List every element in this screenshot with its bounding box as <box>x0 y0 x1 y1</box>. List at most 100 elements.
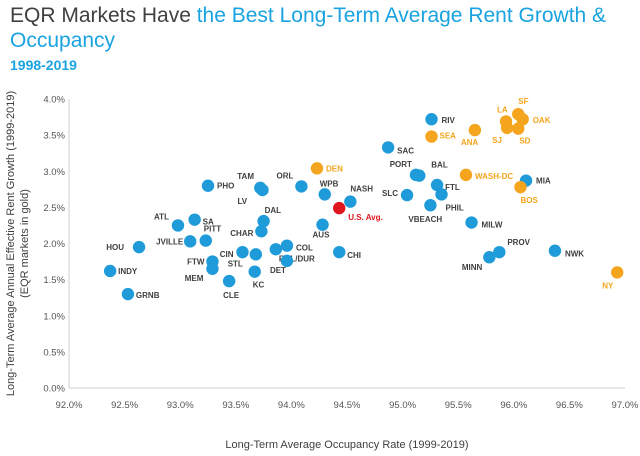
x-tick-label: 93.0% <box>167 400 194 411</box>
point-label-milw: MILW <box>482 221 503 230</box>
point-bos <box>514 180 527 194</box>
point-label-ral-dur: RAL/DUR <box>279 254 315 263</box>
point-oak <box>516 113 529 126</box>
point-label-dal: DAL <box>265 206 282 215</box>
y-tick-label: 0.5% <box>43 347 65 358</box>
point-label-sac: SAC <box>397 146 414 155</box>
point-label-det: DET <box>270 266 286 275</box>
point-label-la: LA <box>497 105 508 114</box>
point-minn <box>483 251 496 264</box>
point-label-sa: SA <box>203 218 214 227</box>
point-label-ny: NY <box>602 281 614 290</box>
point-label-col: COL <box>296 244 313 253</box>
point-aus <box>316 218 329 231</box>
point-label-cin: CIN <box>220 250 234 259</box>
y-tick-label: 2.5% <box>43 203 65 214</box>
point-label-char: CHAR <box>230 229 253 238</box>
point-label-lv: LV <box>237 197 247 206</box>
y-tick-label: 1.5% <box>43 275 65 286</box>
point-bal <box>413 169 426 182</box>
y-tick-label: 3.0% <box>43 167 65 178</box>
y-axis-title-line2: (EQR markets in gold) <box>19 189 31 298</box>
point-label-pitt: PITT <box>204 225 221 234</box>
x-tick-label: 95.5% <box>445 400 472 411</box>
point-riv <box>425 113 438 126</box>
point-lv <box>256 183 269 197</box>
y-tick-label: 1.0% <box>43 311 65 322</box>
title-part-1: EQR Markets Have <box>10 4 197 27</box>
point-atl <box>171 219 185 232</box>
point-slc <box>400 188 414 202</box>
point-col <box>280 239 294 252</box>
point-label-sd: SD <box>519 137 530 146</box>
point-sa <box>188 213 201 226</box>
point-label-wpb: WPB <box>320 179 339 188</box>
point-label-minn: MINN <box>462 263 483 272</box>
point-jville <box>184 235 197 248</box>
chart-title: EQR Markets Have the Best Long-Term Aver… <box>10 3 610 53</box>
point-label-wash-dc: WASH-DC <box>475 172 513 181</box>
point-label-jville: JVILLE <box>156 237 184 246</box>
y-axis-title-line1: Long-Term Average Annual Effective Rent … <box>5 91 17 396</box>
point-label-aus: AUS <box>313 231 331 240</box>
point-label-phil: PHIL <box>446 203 464 212</box>
point-dal <box>257 214 270 228</box>
point-label-ftw: FTW <box>187 258 205 267</box>
point-phil <box>435 188 448 201</box>
y-tick-label: 0.0% <box>43 384 65 395</box>
point-label-prov: PROV <box>507 238 530 247</box>
point-label-stl: STL <box>228 259 243 268</box>
point-den <box>310 162 324 175</box>
point-label-hou: HOU <box>106 243 124 252</box>
x-tick-label: 94.5% <box>334 400 361 411</box>
point-label-tam: TAM <box>237 172 254 181</box>
point-prov <box>493 245 506 259</box>
point-label-bos: BOS <box>520 196 538 205</box>
point-label-nash: NASH <box>350 185 373 194</box>
point-hou <box>132 240 146 254</box>
point-milw <box>465 216 478 229</box>
point-label-indy: INDY <box>118 267 138 276</box>
point-label-den: DEN <box>326 164 343 173</box>
y-tick-label: 3.5% <box>43 131 65 142</box>
point-ana <box>468 123 482 137</box>
title-part-2: the Best Long-Term Average Rent Growth &… <box>10 4 607 52</box>
point-u-s-avg <box>333 201 346 215</box>
point-indy <box>103 264 117 278</box>
point-label-grnb: GRNB <box>136 291 160 300</box>
x-tick-label: 96.0% <box>500 400 527 411</box>
point-wpb <box>318 188 331 201</box>
point-label-sj: SJ <box>492 136 502 145</box>
point-label-sea: SEA <box>440 132 457 141</box>
point-ral-dur <box>269 243 283 256</box>
point-label-vbeach: VBEACH <box>408 215 442 224</box>
x-tick-label: 94.0% <box>278 400 305 411</box>
point-label-bal: BAL <box>431 161 448 170</box>
point-orl <box>295 180 308 193</box>
point-wash-dc <box>459 168 473 182</box>
point-char <box>255 225 268 238</box>
point-label-mia: MIA <box>536 177 551 186</box>
x-tick-label: 92.5% <box>111 400 138 411</box>
point-kc <box>248 265 261 278</box>
point-label-u-s-avg: U.S. Avg. <box>348 213 383 222</box>
x-tick-label: 96.5% <box>556 400 583 411</box>
chart-subtitle: 1998-2019 <box>10 57 77 73</box>
x-tick-label: 92.0% <box>56 400 83 411</box>
point-pho <box>201 179 215 192</box>
point-label-ftl: FTL <box>445 183 460 192</box>
point-stl <box>249 248 263 261</box>
point-grnb <box>121 287 135 301</box>
point-label-slc: SLC <box>382 189 398 198</box>
point-vbeach <box>424 199 437 212</box>
point-label-oak: OAK <box>533 116 551 125</box>
point-cin <box>236 245 249 259</box>
point-label-kc: KC <box>253 281 265 290</box>
point-sd <box>512 122 525 135</box>
point-cle <box>222 274 236 288</box>
x-axis-title: Long-Term Average Occupancy Rate (1999-2… <box>225 439 468 451</box>
point-label-sf: SF <box>518 97 528 106</box>
point-label-riv: RIV <box>442 116 456 125</box>
point-label-chi: CHI <box>347 251 361 260</box>
point-label-ana: ANA <box>461 138 479 147</box>
